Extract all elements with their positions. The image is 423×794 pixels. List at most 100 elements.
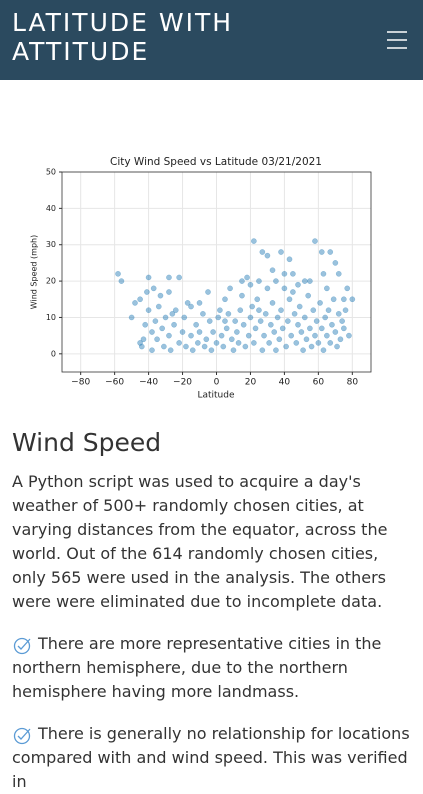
point [171, 321, 177, 328]
point [166, 332, 172, 339]
point [161, 343, 167, 350]
point [293, 340, 300, 346]
point [196, 329, 203, 335]
point [257, 318, 264, 324]
point [183, 343, 189, 350]
y-tick-label: 30 [46, 240, 56, 249]
point [307, 278, 313, 284]
point [251, 340, 257, 346]
point [240, 321, 247, 328]
point [264, 252, 271, 259]
point [251, 238, 257, 244]
point [346, 332, 352, 339]
point [315, 340, 322, 346]
x-tick-label: −40 [139, 378, 158, 388]
bullet: There is generally no relationship for l… [12, 724, 410, 791]
y-tick-label: 0 [51, 349, 56, 358]
point [144, 289, 150, 295]
paragraph: A Python script was used to acquire a da… [12, 472, 388, 611]
point [235, 340, 242, 346]
point [285, 318, 291, 324]
x-tick-label: −60 [105, 378, 124, 388]
site-title[interactable]: LATITUDE WITH ATTITUDE [12, 8, 234, 66]
point [145, 307, 152, 313]
x-tick-label: 80 [347, 378, 359, 388]
plot-frame [61, 171, 372, 373]
point [279, 325, 286, 332]
point [349, 296, 356, 303]
point [307, 325, 313, 332]
point [195, 340, 201, 346]
x-tick-label: 60 [313, 378, 325, 388]
point [256, 278, 262, 284]
point [128, 314, 135, 321]
point [166, 289, 172, 295]
point [324, 332, 330, 339]
header: LATITUDE WITH ATTITUDE [0, 0, 423, 80]
point [132, 300, 138, 306]
point [266, 340, 272, 346]
point [230, 347, 237, 353]
point [239, 292, 245, 299]
point [244, 274, 250, 281]
y-tick-label: 10 [46, 313, 56, 322]
point [278, 249, 284, 255]
y-tick-label: 50 [46, 168, 56, 177]
point [271, 329, 278, 335]
point [329, 321, 335, 328]
point [330, 296, 337, 303]
point [341, 325, 347, 332]
point [213, 340, 220, 346]
point [167, 347, 174, 353]
point [286, 256, 293, 263]
point [149, 329, 155, 335]
point [222, 296, 228, 303]
point [325, 307, 332, 313]
point [150, 285, 157, 292]
point [300, 347, 306, 353]
point [137, 296, 143, 303]
point [223, 325, 230, 332]
point [169, 311, 176, 317]
point [327, 249, 334, 255]
point [283, 343, 289, 350]
point [225, 311, 232, 317]
point [327, 340, 334, 346]
point [295, 281, 301, 288]
menu-icon[interactable] [386, 30, 408, 50]
point [281, 285, 288, 292]
point [176, 340, 182, 346]
x-tick-label: 20 [245, 378, 257, 388]
point [154, 336, 160, 343]
point [254, 296, 261, 303]
point [157, 292, 164, 299]
point [149, 347, 155, 353]
x-tick-label: −20 [173, 378, 192, 388]
point [276, 336, 283, 343]
point [193, 321, 199, 328]
point [317, 300, 323, 306]
point [189, 347, 196, 353]
point [206, 318, 213, 324]
point [269, 300, 276, 306]
check-icon [13, 637, 31, 655]
point [301, 314, 308, 321]
point [273, 347, 279, 353]
point [318, 325, 325, 332]
point [201, 343, 208, 350]
point [261, 332, 267, 339]
point [247, 281, 254, 288]
point [215, 314, 221, 321]
point [152, 318, 159, 324]
point [320, 347, 327, 353]
point [286, 296, 293, 303]
point [218, 332, 225, 339]
point [312, 238, 318, 244]
point [295, 321, 301, 328]
point [344, 285, 351, 292]
point [234, 329, 240, 335]
point [334, 343, 340, 350]
point [339, 318, 345, 324]
point [188, 303, 194, 310]
